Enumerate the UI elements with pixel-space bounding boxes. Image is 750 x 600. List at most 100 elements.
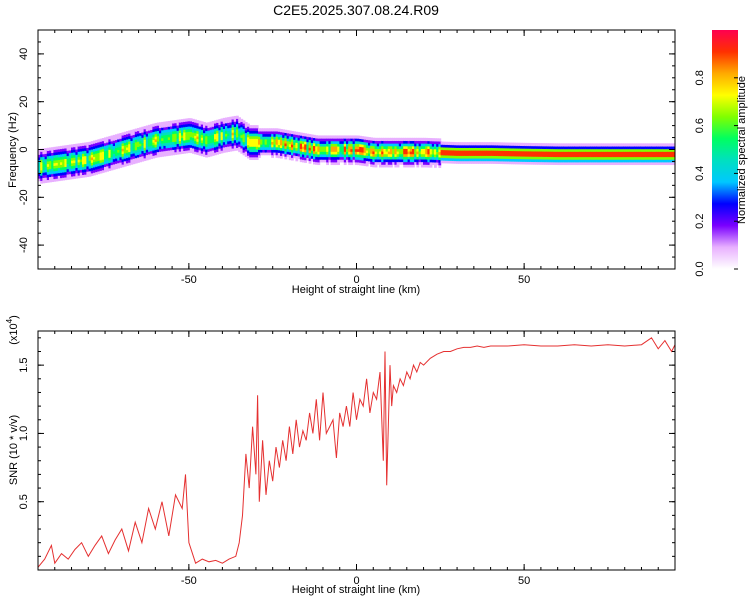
spectrogram-cell [130, 137, 134, 141]
spectrogram-cell [130, 129, 134, 134]
spectrogram-cell [77, 159, 81, 163]
spectrogram-cell [255, 133, 259, 137]
spectrogram-cell [572, 156, 576, 160]
spectrogram-cell [401, 137, 404, 142]
spectrogram-cell [328, 159, 332, 163]
spectrogram-cell [434, 156, 437, 160]
spectrogram-cell [181, 124, 184, 128]
spectrogram-cell [326, 135, 329, 139]
spectrogram-cell [570, 151, 574, 155]
spectrogram-cell [612, 156, 615, 160]
spectrogram-cell [200, 137, 204, 141]
spectrogram-cell [244, 124, 248, 128]
spectrogram-cell [291, 133, 294, 137]
spectrogram-cell [266, 133, 270, 137]
spectrogram-cell [183, 147, 186, 152]
spectrogram-cell [152, 142, 156, 146]
spectrogram-cell [654, 151, 657, 155]
spectrogram-cell [251, 143, 255, 147]
spectrogram-cell [654, 146, 657, 150]
spectrogram-cell [295, 155, 299, 159]
spectrogram-cell [484, 155, 488, 159]
spectrogram-cell [130, 140, 134, 144]
spectrogram-cell [566, 151, 569, 155]
spectrogram-cell [183, 150, 186, 154]
spectrogram-cell [121, 137, 125, 141]
spectrogram-cell [302, 146, 305, 150]
spectrogram-cell [427, 143, 431, 147]
spectrogram-cell [192, 126, 195, 130]
spectrogram-cell [275, 130, 279, 135]
spectrogram-cell [196, 135, 200, 140]
spectrogram-cell [68, 149, 72, 154]
spectrogram-cell [132, 129, 136, 133]
spectrogram-cell [330, 151, 334, 155]
spectrogram-cell [209, 124, 213, 128]
spectrogram-cell [502, 150, 505, 154]
spectrogram-cell [361, 149, 365, 153]
spectrogram-cell [405, 158, 409, 163]
spectrogram-cell [51, 165, 54, 169]
spectrogram-cell [645, 146, 648, 150]
spectrogram-cell [475, 147, 479, 151]
spectrogram-cell [381, 137, 384, 142]
spectrogram-cell [350, 143, 354, 147]
spectrogram-cell [673, 151, 675, 155]
spectrogram-cell [546, 161, 549, 165]
spectrogram-cell [396, 156, 400, 160]
spectrogram-cell [152, 139, 156, 143]
spectrogram-cell [561, 151, 565, 155]
spectrogram-cell [368, 150, 371, 154]
spectrogram-cell [181, 119, 184, 123]
spectrogram-cell [51, 147, 54, 151]
spectrogram-cell [104, 140, 107, 144]
spectrogram-cell [453, 147, 457, 151]
spectrogram-cell [90, 167, 94, 171]
spectrogram-cell [123, 137, 127, 141]
spectrogram-cell [636, 143, 640, 147]
spectrogram-cell [187, 126, 191, 130]
spectrogram-cell [115, 134, 118, 138]
spectrogram-cell [143, 126, 147, 130]
spectrogram-cell [207, 127, 211, 131]
spectrogram-cell [405, 145, 409, 149]
spectrogram-cell [216, 130, 219, 134]
spectrogram-cell [82, 174, 85, 178]
spectrogram-cell [46, 147, 50, 151]
spectrogram-cell [405, 164, 409, 168]
spectrogram-cell [108, 151, 112, 156]
spectrogram-cell [343, 135, 347, 139]
spectrogram-cell [117, 160, 120, 164]
spectrogram-cell [297, 140, 301, 144]
spectrogram-cell [132, 150, 136, 154]
spectrogram-cell [101, 156, 105, 160]
spectrogram-cell [361, 141, 365, 145]
spectrogram-cell [251, 127, 255, 131]
spectrogram-cell [497, 142, 501, 146]
spectrogram-cell [93, 166, 96, 171]
spectrogram-cell [361, 138, 365, 142]
spectrogram-cell [570, 156, 574, 160]
spectrogram-cell [469, 147, 472, 151]
spectrogram-cell [590, 151, 593, 155]
spectrogram-cell [247, 128, 250, 133]
spectrogram-cell [643, 156, 646, 160]
spectrogram-cell [471, 147, 475, 151]
spectrogram-cell [337, 151, 340, 155]
spectrogram-cell [434, 148, 437, 152]
spectrogram-cell [357, 159, 360, 163]
spectrogram-cell [192, 147, 195, 152]
spectrogram-cell [390, 156, 393, 160]
spectrogram-cell [484, 150, 488, 154]
spectrogram-cell [493, 144, 497, 149]
spectrogram-cell [544, 153, 547, 157]
spectrogram-xtick-label: 50 [518, 274, 530, 286]
spectrogram-cell [44, 153, 48, 157]
spectrogram-cell [387, 161, 391, 165]
spectrogram-cell [475, 150, 479, 154]
spectrogram-cell [119, 154, 123, 158]
spectrogram-cell [64, 169, 68, 173]
spectrogram-cell [594, 146, 598, 150]
spectrogram-cell [330, 138, 334, 142]
spectrogram-cell [550, 161, 554, 165]
